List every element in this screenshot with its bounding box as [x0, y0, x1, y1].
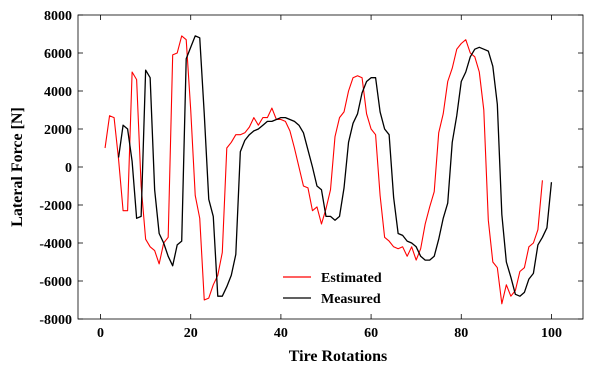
legend: Estimated Measured	[283, 271, 382, 307]
y-tick-label: 8000	[44, 9, 72, 24]
y-tick-label: -6000	[39, 275, 72, 290]
x-tick-label: 100	[541, 326, 562, 341]
y-tick-label: -2000	[39, 199, 72, 214]
series-line-measured	[117, 35, 553, 297]
legend-label-estimated: Estimated	[321, 271, 382, 286]
series-line-estimated	[104, 35, 543, 305]
x-tick-label: 20	[184, 326, 198, 341]
x-tick-label: 80	[454, 326, 468, 341]
y-axis-title: Lateral Force [N]	[9, 107, 26, 227]
x-tick-label: 0	[97, 326, 104, 341]
y-tick-label: 6000	[44, 47, 72, 62]
x-tick-label: 60	[364, 326, 378, 341]
y-tick-label: 2000	[44, 123, 72, 138]
y-tick-label: -8000	[39, 313, 72, 328]
x-tick-label: 40	[274, 326, 288, 341]
y-tick-label: -4000	[39, 237, 72, 252]
y-tick-label: 0	[65, 161, 72, 176]
y-axis: -8000 -6000 -4000 -2000 0 2000 4000 6000 8000	[39, 9, 583, 328]
y-tick-label: 4000	[44, 85, 72, 100]
x-axis-title: Tire Rotations	[289, 348, 388, 365]
legend-label-measured: Measured	[321, 292, 381, 307]
x-axis: 0 20 40 60 80 100	[97, 15, 562, 341]
